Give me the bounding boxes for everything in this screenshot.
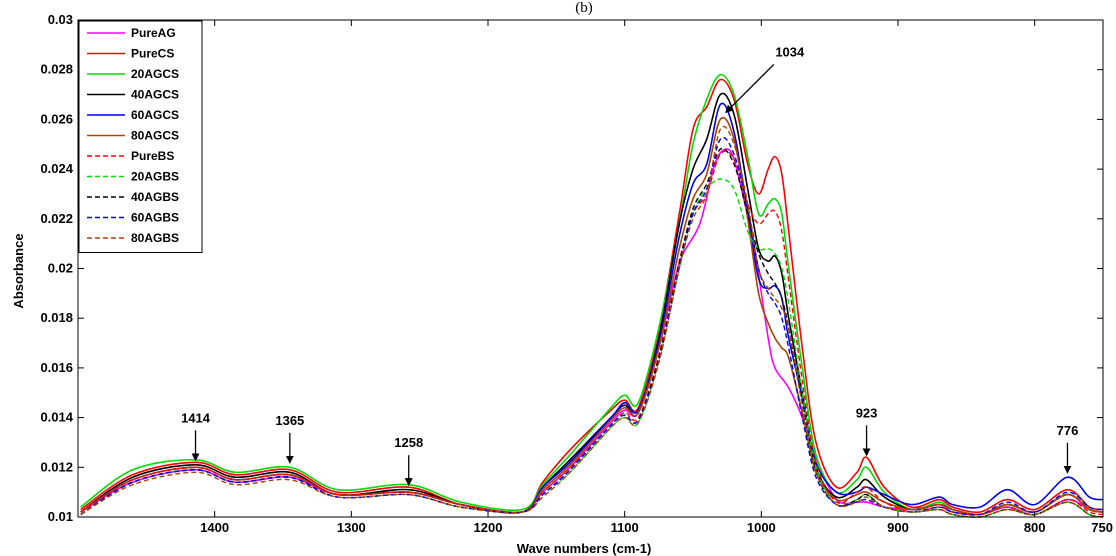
chart-title: (b) [575,0,593,16]
x-tick-label: 1300 [337,520,366,535]
legend-label: PureBS [131,149,174,163]
axes-layer: 1400 1300 1200 1100 1000 900 800 750 0.01 0.012 0.… [40,12,1113,535]
x-tick-label: 800 [1024,520,1046,535]
y-axis-label: Absorbance [11,233,26,308]
x-tick-label: 1200 [474,520,503,535]
plot-background [78,20,1103,517]
legend-label: 60AGBS [131,211,179,225]
series-line-20agcs [80,73,1104,516]
legend-box [78,20,203,253]
legend-label: PureCS [131,47,174,61]
x-tick-label: 750 [1091,520,1113,535]
y-tick-label: 0.026 [40,111,73,126]
y-tick-label: 0.012 [40,459,73,474]
y-tick-label: 0.018 [40,310,73,325]
legend-label: 40AGCS [131,88,179,102]
annotation-label: 1258 [394,435,423,450]
y-tick-label: 0.01 [48,509,73,524]
annotation-label: 776 [1057,423,1079,438]
annotation-label: 923 [856,405,878,420]
series-line-80agbs [80,125,1104,518]
annotation-arrow [725,63,775,114]
x-axis-label: Wave numbers (cm-1) [517,541,652,556]
legend-label: PureAG [131,26,176,40]
legend-label: 20AGCS [131,67,179,81]
annotation-label: 1414 [181,410,211,425]
y-tick-label: 0.03 [48,12,73,27]
x-tick-label: 900 [887,520,909,535]
annotation-label: 1034 [775,44,805,59]
y-tick-label: 0.014 [40,410,73,425]
annotations-layer: 1414 1365 1258 1034 923 776 [181,44,1079,487]
y-tick-label: 0.028 [40,62,73,77]
y-tick-label: 0.022 [40,211,73,226]
x-tick-label: 1400 [200,520,229,535]
y-tick-label: 0.016 [40,360,73,375]
legend-label: 20AGBS [131,170,179,184]
x-tick-label: 1000 [747,520,776,535]
legend-label: 40AGBS [131,190,179,204]
x-tick-label: 1100 [611,520,639,535]
series-layer [80,73,1104,518]
legend: PureAG PureCS 20AGCS 40AGCS 60AGCS 80AGCS Pure… [78,20,203,253]
legend-label: 60AGCS [131,108,179,122]
legend-label: 80AGCS [131,129,179,143]
series-line-60agbs [80,136,1104,516]
plot-area [78,20,1103,517]
legend-label: 80AGBS [131,231,179,245]
y-tick-label: 0.02 [48,261,73,276]
y-tick-label: 0.024 [40,161,73,176]
annotation-label: 1365 [275,413,304,428]
